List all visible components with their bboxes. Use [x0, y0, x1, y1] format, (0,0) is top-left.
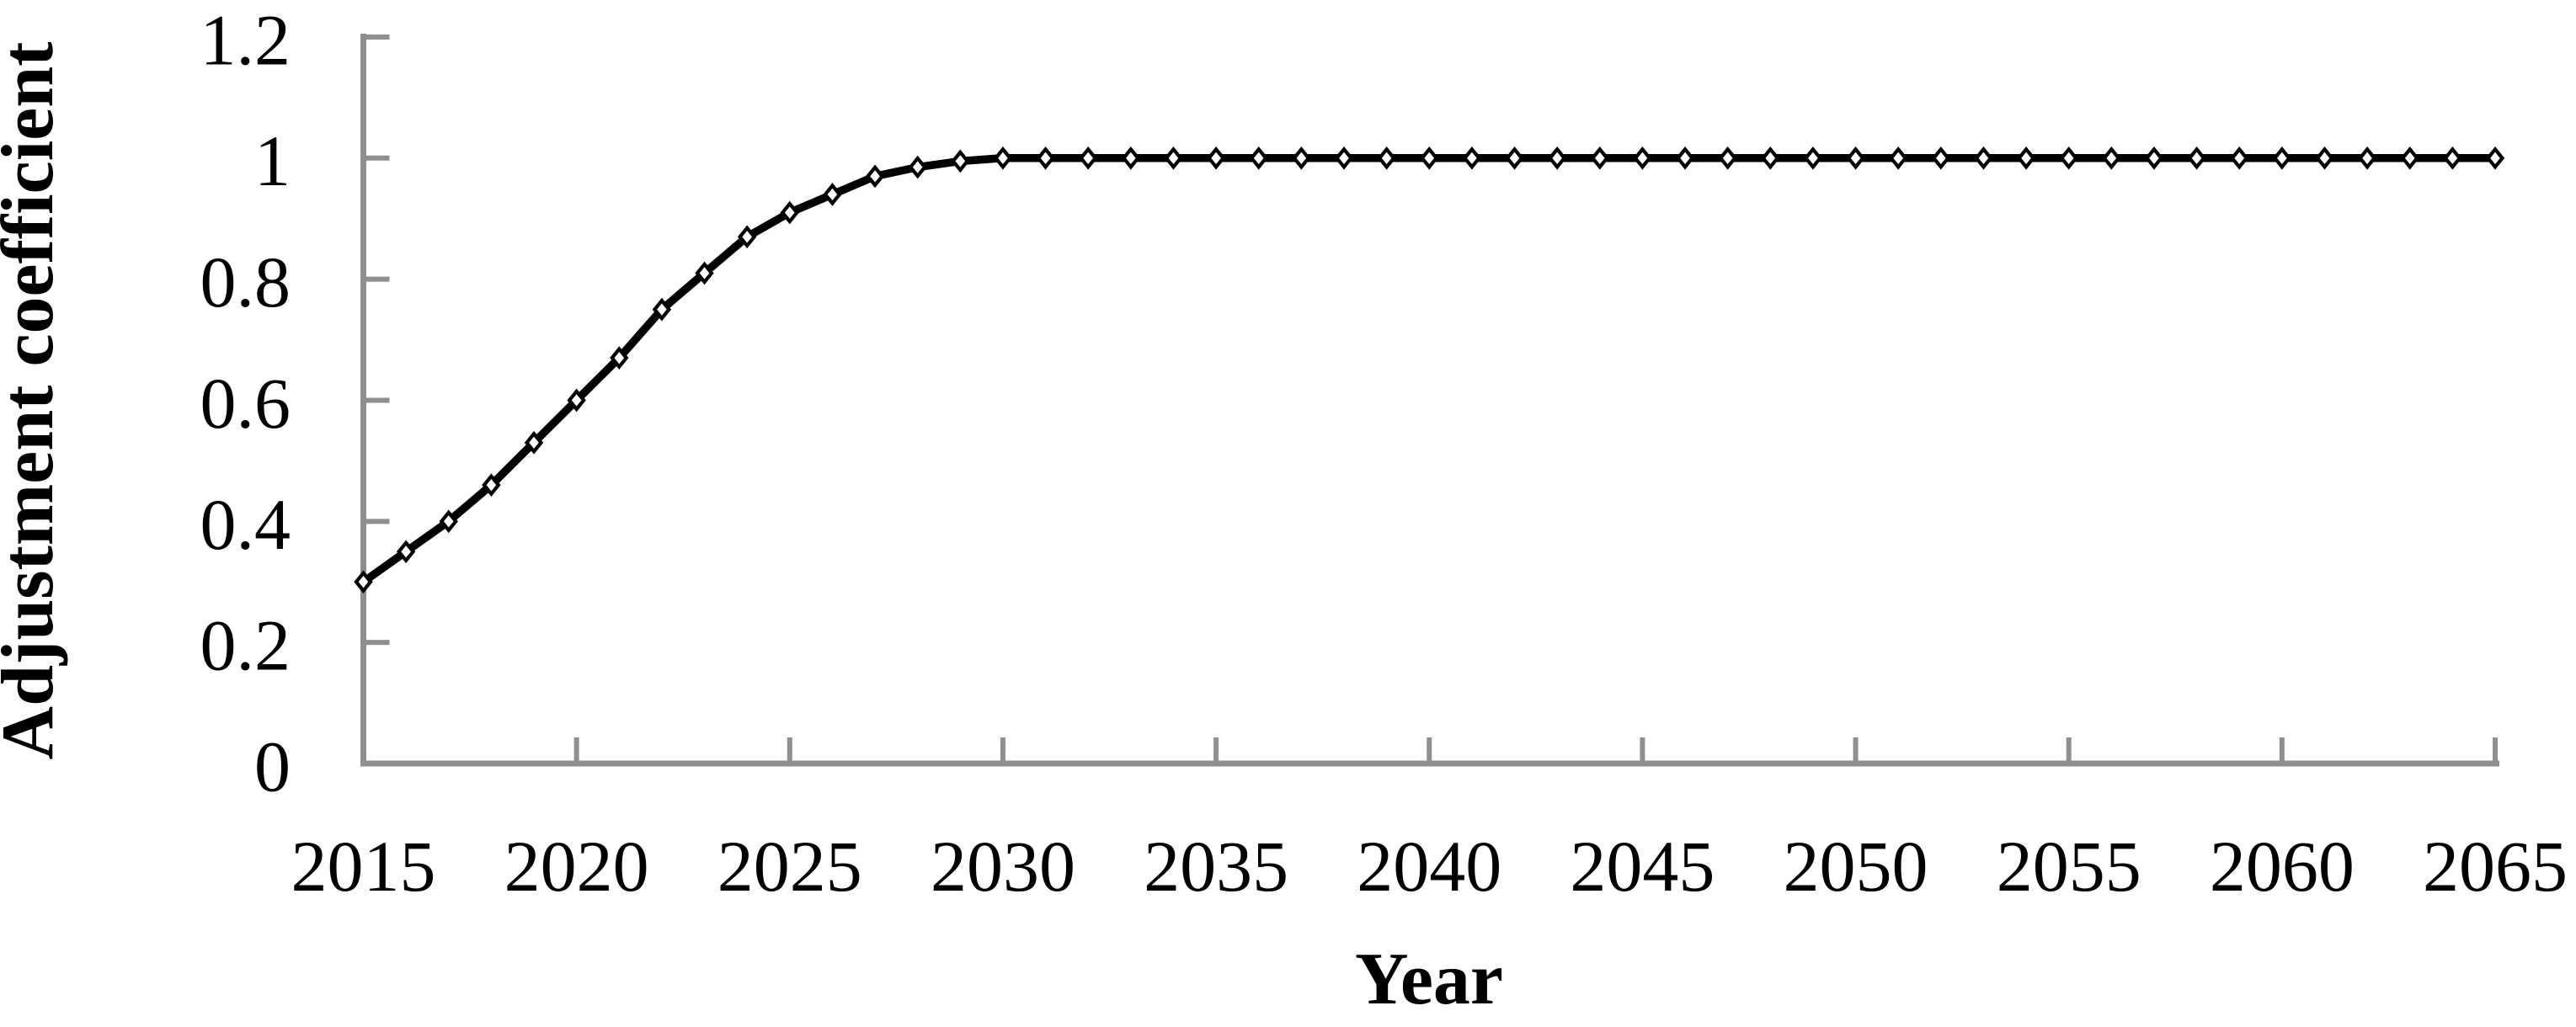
data-point-marker [1420, 146, 1439, 170]
data-point-marker [1803, 146, 1823, 170]
y-tick-label: 0.2 [200, 605, 291, 686]
data-series [354, 146, 2505, 594]
data-point-marker [2400, 146, 2419, 170]
tick-labels: 0 0.2 0.4 0.6 0.8 1 1.2 2015 2020 2025 2030 2035 204… [200, 0, 2568, 907]
data-point-marker [1547, 146, 1567, 170]
x-tick-label: 2060 [2210, 826, 2355, 907]
x-tick-label: 2015 [291, 826, 436, 907]
data-point-marker [524, 430, 544, 455]
axes [360, 34, 2499, 767]
x-axis-title: Year [1355, 939, 1503, 1020]
series-line [359, 154, 2499, 586]
y-axis-title: Adjustment coefficient [0, 42, 69, 760]
data-point-marker [1675, 146, 1695, 170]
data-point-marker [354, 570, 373, 594]
data-point-marker [780, 200, 800, 225]
data-point-marker [2485, 146, 2505, 170]
data-point-marker [439, 509, 458, 534]
y-tick-label: 0.8 [200, 242, 291, 322]
x-tick-label: 2050 [1784, 826, 1928, 907]
data-point-marker [2187, 146, 2206, 170]
data-point-marker [1377, 146, 1396, 170]
data-point-marker [2443, 146, 2462, 170]
x-tick-label: 2030 [931, 826, 1075, 907]
data-point-marker [1121, 146, 1141, 170]
data-point-marker [1079, 146, 1098, 170]
data-point-marker [1846, 146, 1865, 170]
data-point-marker [482, 473, 501, 498]
data-point-marker [1036, 146, 1055, 170]
data-point-marker [1164, 146, 1183, 170]
data-point-marker [951, 149, 970, 173]
data-point-marker [1590, 146, 1609, 170]
y-tick-label: 0.4 [200, 484, 291, 565]
data-point-marker [1761, 146, 1780, 170]
data-point-marker [1462, 146, 1482, 170]
data-point-marker [610, 346, 629, 370]
data-point-marker [567, 388, 586, 412]
data-point-marker [865, 164, 885, 189]
data-point-marker [2272, 146, 2292, 170]
axis-ticks [360, 34, 2498, 764]
data-point-marker [1633, 146, 1652, 170]
data-point-marker [1249, 146, 1268, 170]
data-point-marker [2144, 146, 2164, 170]
x-tick-label: 2040 [1357, 826, 1501, 907]
data-point-marker [1974, 146, 1993, 170]
data-point-marker [1505, 146, 1524, 170]
data-point-marker [396, 540, 416, 564]
x-tick-label: 2045 [1570, 826, 1715, 907]
data-point-marker [695, 261, 714, 285]
data-point-marker [823, 183, 842, 206]
data-point-marker [1931, 146, 1951, 170]
data-point-marker [1334, 146, 1354, 170]
data-point-marker [908, 155, 927, 179]
x-tick-label: 2055 [1997, 826, 2141, 907]
data-point-marker [737, 225, 757, 249]
y-tick-label: 1.2 [200, 0, 291, 80]
data-point-marker [993, 146, 1013, 170]
data-point-marker [1292, 146, 1311, 170]
data-point-marker [2315, 146, 2334, 170]
y-tick-label: 1 [254, 120, 291, 201]
x-tick-label: 2035 [1144, 826, 1288, 907]
x-tick-label: 2025 [717, 826, 862, 907]
data-point-marker [2059, 146, 2078, 170]
y-tick-label: 0.6 [200, 363, 291, 444]
data-point-marker [1888, 146, 1908, 170]
x-tick-label: 2065 [2423, 826, 2568, 907]
data-point-marker [2230, 146, 2249, 170]
data-point-marker [2357, 146, 2377, 170]
data-point-marker [652, 297, 672, 322]
data-point-marker [1718, 146, 1737, 170]
data-point-marker [2016, 146, 2036, 170]
x-tick-label: 2020 [504, 826, 649, 907]
data-point-marker [1206, 146, 1226, 170]
y-tick-label: 0 [254, 726, 291, 806]
data-point-marker [2102, 146, 2121, 170]
